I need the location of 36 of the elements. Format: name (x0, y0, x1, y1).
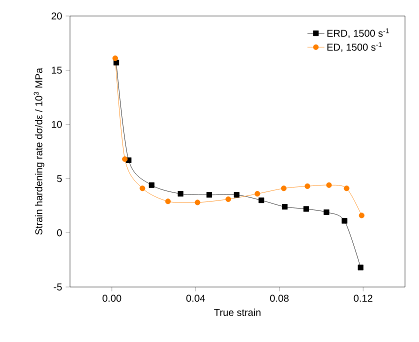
point (344, 186, 350, 192)
point (226, 196, 232, 202)
y-tick-label: 0 (57, 229, 62, 236)
point (165, 198, 171, 204)
point (254, 190, 260, 197)
point (303, 206, 309, 212)
point (178, 190, 184, 197)
y-tick-label: 15 (52, 66, 62, 74)
y-tick-label: 5 (57, 175, 62, 182)
point (258, 197, 264, 204)
x-tick-label: 0.08 (270, 294, 289, 302)
point (140, 186, 146, 192)
point (326, 182, 332, 188)
point (122, 156, 128, 162)
point (206, 192, 212, 198)
point (342, 218, 348, 224)
legend-label: ERD, 1500 s$^{-1}$ (327, 28, 389, 38)
x-tick-label: 0.00 (102, 294, 122, 302)
x-tick-label: 0.04 (186, 294, 206, 302)
legend-label: ED, 1500 s$^{-1}$ (327, 42, 382, 52)
point (234, 192, 240, 198)
x-tick-label: 0.12 (354, 294, 372, 302)
x-axis-title: True strain (214, 308, 260, 316)
point (112, 55, 118, 62)
point (358, 264, 364, 270)
point (148, 182, 154, 188)
y-axis-title: Strain hardening rate dσ/dε / 10$^{3}$ MPa (34, 68, 44, 235)
point (304, 183, 310, 189)
y-tick-label: -5 (54, 284, 62, 290)
point (358, 212, 364, 218)
point (324, 209, 330, 215)
point (280, 186, 287, 192)
point (194, 200, 200, 206)
y-tick-label: 20 (52, 12, 62, 20)
y-tick-label: 10 (52, 120, 62, 128)
point (282, 204, 288, 210)
